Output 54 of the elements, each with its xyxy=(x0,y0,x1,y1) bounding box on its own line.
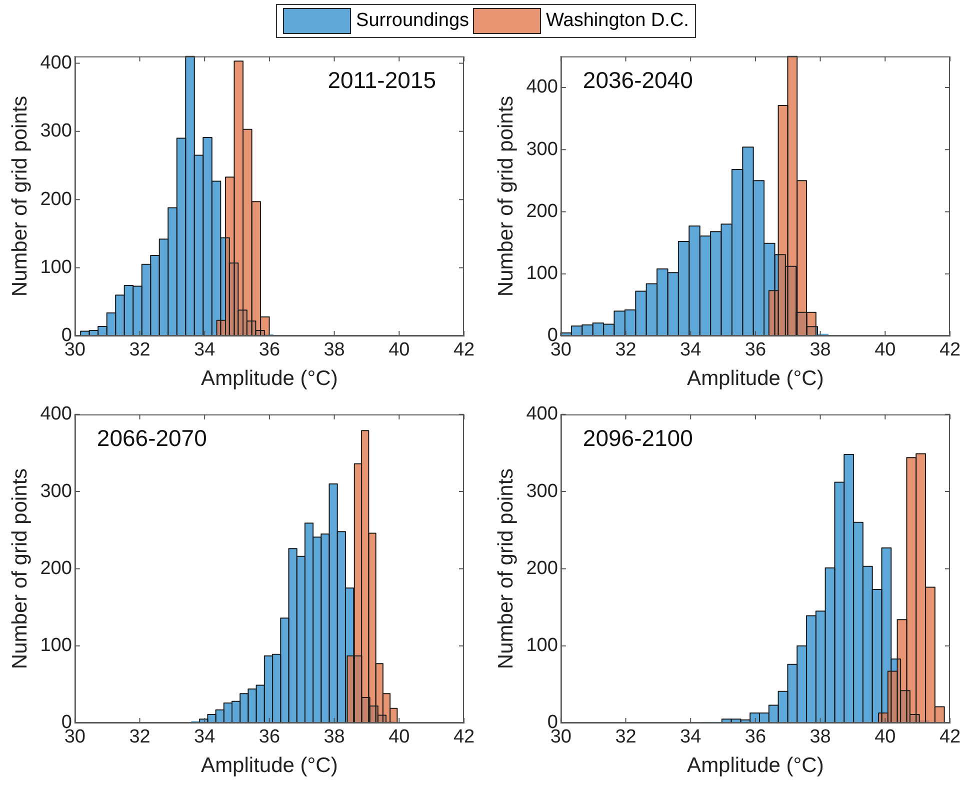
x-tick-label: 32 xyxy=(615,340,636,361)
y-tick-label: 200 xyxy=(40,188,72,210)
x-tick-label: 38 xyxy=(324,726,345,748)
x-tick-label: 32 xyxy=(129,726,150,748)
y-axis-title: Number of grid points xyxy=(494,96,518,297)
y-tick-label: 400 xyxy=(40,52,72,74)
legend-label: Surroundings xyxy=(356,10,470,32)
x-tick-label: 38 xyxy=(324,340,345,361)
y-tick-label: 400 xyxy=(526,76,558,98)
y-tick-label: 200 xyxy=(40,558,72,579)
x-tick-label: 36 xyxy=(258,726,280,748)
x-tick-label: 32 xyxy=(615,726,636,748)
y-tick-label: 100 xyxy=(40,257,72,278)
x-tick-label: 38 xyxy=(810,726,831,748)
x-tick-label: 40 xyxy=(874,726,896,748)
x-tick-label: 34 xyxy=(680,726,702,748)
annotation: 2036-2040 xyxy=(582,67,693,94)
x-tick-label: 36 xyxy=(744,726,766,748)
y-tick-label: 400 xyxy=(40,404,72,425)
y-tick-label: 200 xyxy=(526,200,558,222)
y-tick-label: 300 xyxy=(526,138,558,160)
x-tick-label: 42 xyxy=(939,726,961,748)
x-tick-label: 40 xyxy=(874,340,896,361)
x-tick-label: 40 xyxy=(388,340,410,361)
y-tick-label: 300 xyxy=(40,480,72,502)
y-tick-label: 300 xyxy=(40,120,72,142)
x-tick-label: 42 xyxy=(939,340,961,361)
legend-label: Washington D.C. xyxy=(546,10,689,32)
y-tick-label: 200 xyxy=(526,558,558,579)
annotation: 2096-2100 xyxy=(582,425,693,452)
x-axis-title: Amplitude (°C) xyxy=(201,754,338,778)
y-tick-label: 100 xyxy=(526,635,558,656)
x-tick-label: 42 xyxy=(453,340,475,361)
x-tick-label: 32 xyxy=(129,340,150,361)
x-tick-label: 40 xyxy=(388,726,410,748)
x-tick-label: 42 xyxy=(453,726,475,748)
x-axis-title: Amplitude (°C) xyxy=(687,754,824,778)
y-tick-label: 400 xyxy=(526,404,558,425)
y-axis-title: Number of grid points xyxy=(494,468,518,670)
x-axis-title: Amplitude (°C) xyxy=(687,367,824,390)
y-axis-title: Number of grid points xyxy=(8,96,32,297)
y-axis-title: Number of grid points xyxy=(8,468,32,670)
annotation: 2066-2070 xyxy=(96,425,207,452)
x-tick-label: 38 xyxy=(810,340,831,361)
y-tick-label: 100 xyxy=(526,263,558,284)
x-tick-label: 36 xyxy=(744,340,766,361)
y-tick-label: 100 xyxy=(40,635,72,656)
x-axis-title: Amplitude (°C) xyxy=(201,367,338,390)
y-tick-label: 300 xyxy=(526,480,558,502)
x-tick-label: 34 xyxy=(194,726,216,748)
annotation: 2011-2015 xyxy=(328,67,436,94)
x-tick-label: 34 xyxy=(680,340,702,361)
x-tick-label: 36 xyxy=(258,340,280,361)
x-tick-label: 34 xyxy=(194,340,216,361)
